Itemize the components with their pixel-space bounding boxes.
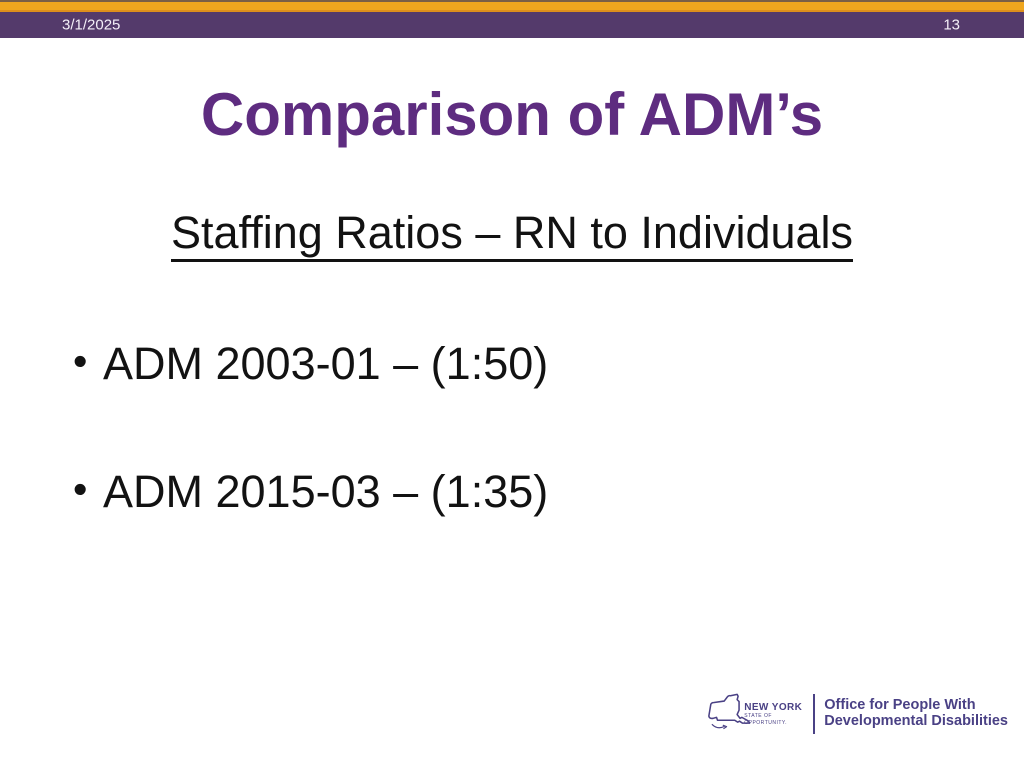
slide-subtitle: Staffing Ratios – RN to Individuals	[0, 207, 1024, 262]
ny-wordmark-name: NEW YORK	[744, 702, 803, 714]
ny-wordmark-tagline-1: STATE OF	[744, 713, 772, 720]
slide-title: Comparison of ADM’s	[200, 81, 824, 148]
bullet-text: ADM 2003-01 – (1:50)	[103, 338, 549, 389]
agency-name-line-2: Developmental Disabilities	[824, 713, 1008, 729]
bullet-icon: •	[73, 338, 88, 384]
header-gold-bar	[0, 2, 1024, 12]
bullet-list: • ADM 2003-01 – (1:50) • ADM 2015-03 – (…	[73, 338, 549, 594]
ny-state-outline-icon	[708, 693, 751, 730]
nys-opwdd-logo: NEW YORK STATE OF OPPORTUNITY. Office fo…	[706, 691, 1008, 737]
header-purple-bar: 3/1/2025 13	[0, 12, 1024, 38]
agency-name: Office for People With Developmental Dis…	[824, 697, 1008, 730]
logo-divider	[813, 694, 816, 734]
ny-wordmark-tagline-2: OPPORTUNITY.	[744, 719, 788, 726]
header-top-edge	[0, 0, 1024, 2]
bullet-text: ADM 2015-03 – (1:35)	[103, 465, 549, 517]
bullet-icon: •	[73, 465, 88, 512]
slide-date: 3/1/2025	[62, 16, 121, 34]
ny-wordmark: NEW YORK STATE OF OPPORTUNITY.	[744, 702, 802, 726]
list-item: • ADM 2015-03 – (1:35)	[73, 465, 549, 517]
agency-name-line-1: Office for People With	[824, 697, 976, 714]
slide-page-number: 13	[943, 16, 960, 34]
list-item: • ADM 2003-01 – (1:50)	[73, 338, 549, 389]
slide-subtitle-text: Staffing Ratios – RN to Individuals	[170, 207, 854, 262]
